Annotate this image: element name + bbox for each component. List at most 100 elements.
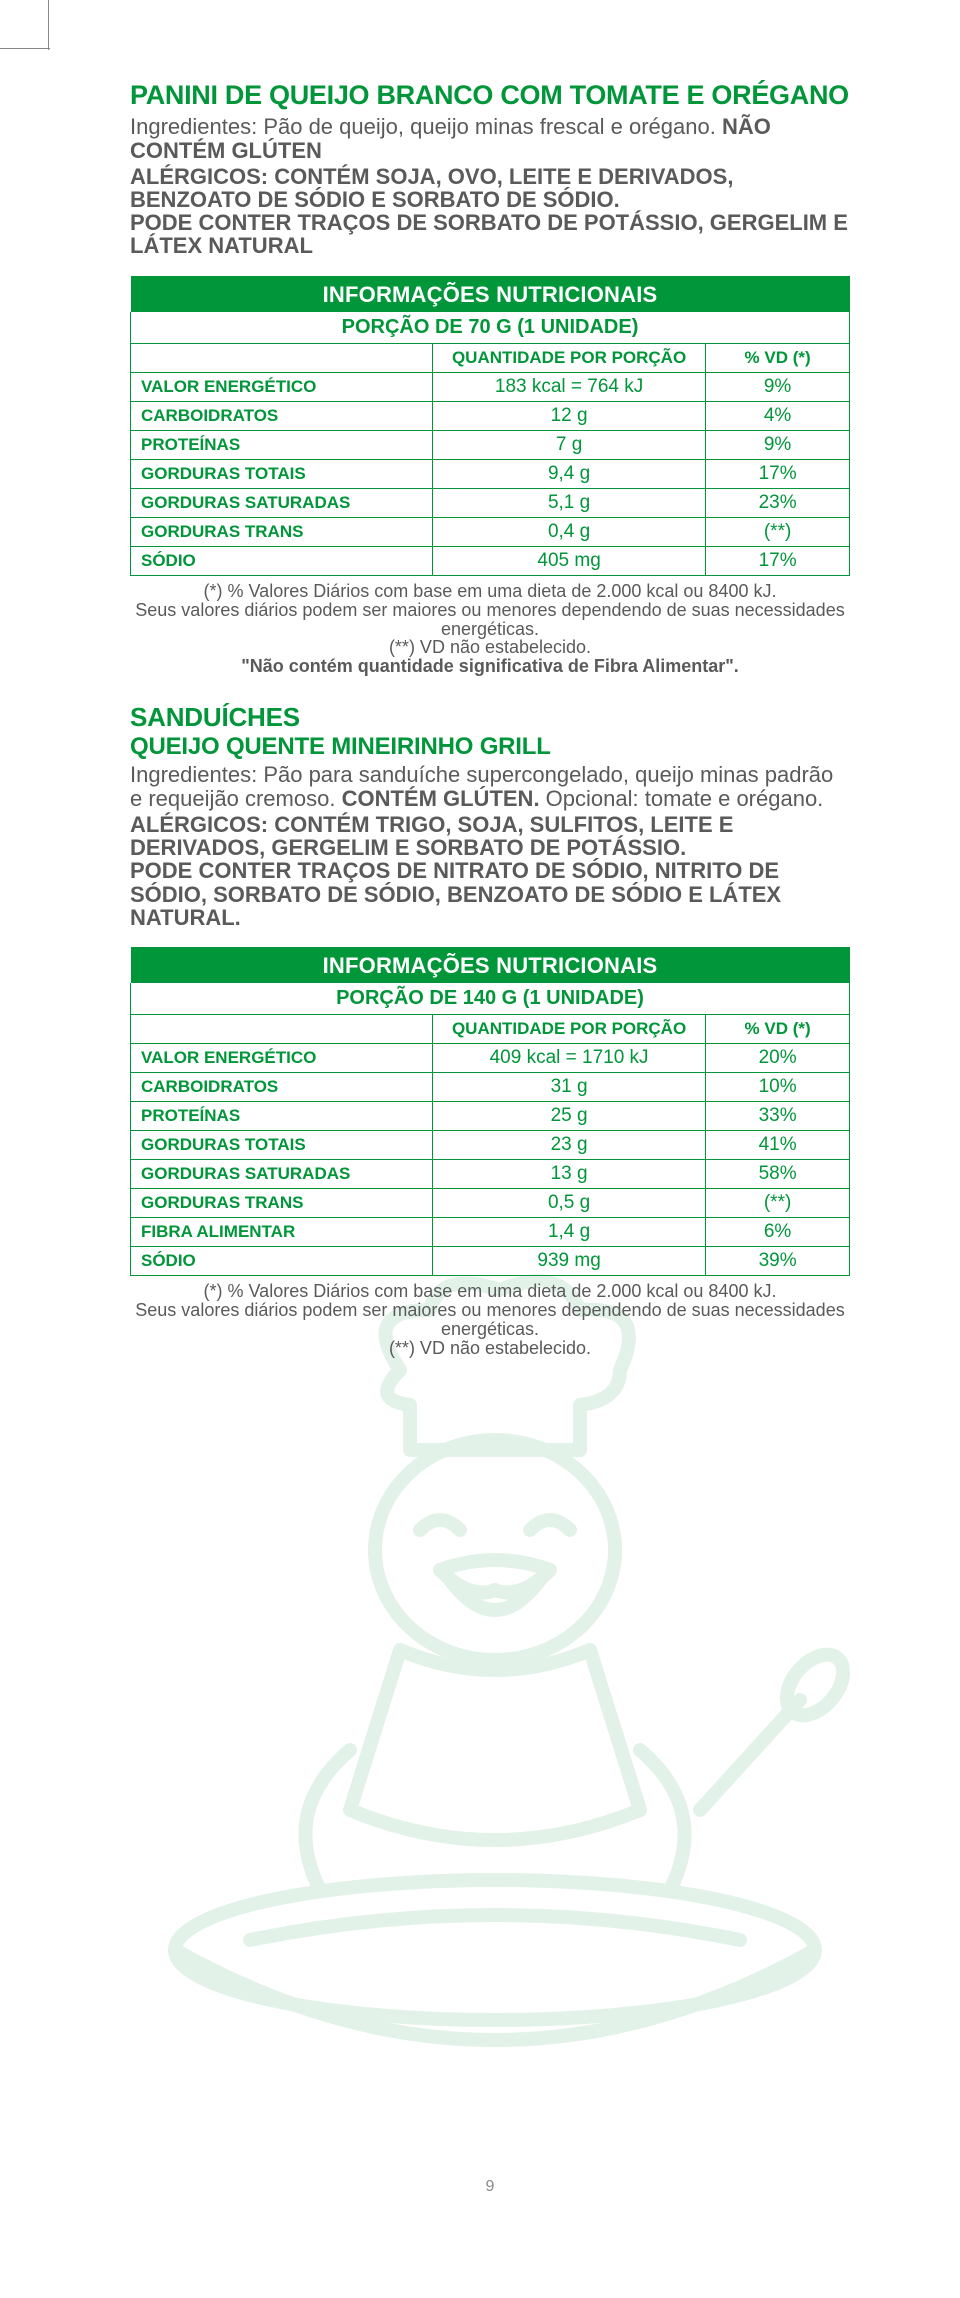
- row-label: GORDURAS TRANS: [131, 517, 433, 546]
- page-number: 9: [130, 2178, 850, 2196]
- product-title: PANINI DE QUEIJO BRANCO COM TOMATE E ORÉ…: [130, 80, 850, 111]
- table-row: GORDURAS TOTAIS9,4 g17%: [131, 459, 850, 488]
- table-header2-2: PORÇÃO DE 140 G (1 UNIDADE): [131, 983, 850, 1015]
- table-header1-2: INFORMAÇÕES NUTRICIONAIS: [131, 947, 850, 983]
- footnote2-l1: (*) % Valores Diários com base em uma di…: [204, 1281, 777, 1301]
- row-vd: (**): [706, 517, 850, 546]
- table-header1: INFORMAÇÕES NUTRICIONAIS: [131, 276, 850, 312]
- row-qty: 13 g: [432, 1160, 705, 1189]
- row-label: CARBOIDRATOS: [131, 401, 433, 430]
- row-qty: 7 g: [432, 430, 705, 459]
- row-label: SÓDIO: [131, 1247, 433, 1276]
- nutrition-table-1: INFORMAÇÕES NUTRICIONAIS PORÇÃO DE 70 G …: [130, 276, 850, 576]
- row-qty: 939 mg: [432, 1247, 705, 1276]
- col-vd: % VD (*): [706, 343, 850, 372]
- row-qty: 23 g: [432, 1131, 705, 1160]
- row-qty: 409 kcal = 1710 kJ: [432, 1044, 705, 1073]
- row-label: PROTEÍNAS: [131, 430, 433, 459]
- row-vd: 33%: [706, 1102, 850, 1131]
- table-body-1: VALOR ENERGÉTICO183 kcal = 764 kJ9%CARBO…: [131, 372, 850, 575]
- row-vd: 4%: [706, 401, 850, 430]
- row-qty: 25 g: [432, 1102, 705, 1131]
- row-vd: 58%: [706, 1160, 850, 1189]
- table-row: GORDURAS TRANS0,5 g(**): [131, 1189, 850, 1218]
- row-vd: 9%: [706, 372, 850, 401]
- nutrition-table-2: INFORMAÇÕES NUTRICIONAIS PORÇÃO DE 140 G…: [130, 947, 850, 1276]
- allergen-warning: ALÉRGICOS: CONTÉM SOJA, OVO, LEITE E DER…: [130, 165, 850, 212]
- row-label: CARBOIDRATOS: [131, 1073, 433, 1102]
- row-vd: 23%: [706, 488, 850, 517]
- category-title: SANDUÍCHES: [130, 702, 850, 733]
- table-row: GORDURAS TOTAIS23 g41%: [131, 1131, 850, 1160]
- product-block-1: PANINI DE QUEIJO BRANCO COM TOMATE E ORÉ…: [130, 80, 850, 676]
- footnote-1: (*) % Valores Diários com base em uma di…: [130, 582, 850, 676]
- table-row: SÓDIO405 mg17%: [131, 546, 850, 575]
- row-qty: 0,4 g: [432, 517, 705, 546]
- may-contain-warning: PODE CONTER TRAÇOS DE SORBATO DE POTÁSSI…: [130, 211, 850, 258]
- product-title-2: QUEIJO QUENTE MINEIRINHO GRILL: [130, 733, 850, 761]
- footnote-2: (*) % Valores Diários com base em uma di…: [130, 1282, 850, 1358]
- footnote-extra: "Não contém quantidade significativa de …: [241, 656, 739, 676]
- optional-text: Opcional: tomate e orégano.: [540, 786, 824, 811]
- row-label: GORDURAS TOTAIS: [131, 459, 433, 488]
- col-blank-2: [131, 1015, 433, 1044]
- row-vd: 10%: [706, 1073, 850, 1102]
- table-row: FIBRA ALIMENTAR1,4 g6%: [131, 1218, 850, 1247]
- row-qty: 405 mg: [432, 546, 705, 575]
- row-vd: 41%: [706, 1131, 850, 1160]
- col-vd-2: % VD (*): [706, 1015, 850, 1044]
- footnote-l3: (**) VD não estabelecido.: [389, 637, 591, 657]
- row-qty: 0,5 g: [432, 1189, 705, 1218]
- row-qty: 5,1 g: [432, 488, 705, 517]
- table-row: SÓDIO939 mg39%: [131, 1247, 850, 1276]
- row-label: GORDURAS TOTAIS: [131, 1131, 433, 1160]
- table-row: GORDURAS SATURADAS5,1 g23%: [131, 488, 850, 517]
- row-qty: 9,4 g: [432, 459, 705, 488]
- row-qty: 31 g: [432, 1073, 705, 1102]
- row-label: FIBRA ALIMENTAR: [131, 1218, 433, 1247]
- footnote2-l2: Seus valores diários podem ser maiores o…: [135, 1300, 844, 1339]
- ingredients-lead-2: Ingredientes:: [130, 762, 263, 787]
- ingredients-line: Ingredientes: Pão de queijo, queijo mina…: [130, 115, 850, 163]
- footnote-l1: (*) % Valores Diários com base em uma di…: [204, 581, 777, 601]
- table-row: GORDURAS SATURADAS13 g58%: [131, 1160, 850, 1189]
- row-label: GORDURAS TRANS: [131, 1189, 433, 1218]
- col-qty: QUANTIDADE POR PORÇÃO: [432, 343, 705, 372]
- footnote2-l3: (**) VD não estabelecido.: [389, 1338, 591, 1358]
- row-vd: 6%: [706, 1218, 850, 1247]
- footnote-l2: Seus valores diários podem ser maiores o…: [135, 600, 844, 639]
- row-vd: 17%: [706, 546, 850, 575]
- row-label: PROTEÍNAS: [131, 1102, 433, 1131]
- row-qty: 12 g: [432, 401, 705, 430]
- row-label: GORDURAS SATURADAS: [131, 488, 433, 517]
- table-row: PROTEÍNAS7 g9%: [131, 430, 850, 459]
- row-vd: 17%: [706, 459, 850, 488]
- table-row: CARBOIDRATOS31 g10%: [131, 1073, 850, 1102]
- ingredients-line-2: Ingredientes: Pão para sanduíche superco…: [130, 763, 850, 811]
- row-label: VALOR ENERGÉTICO: [131, 1044, 433, 1073]
- product-block-2: SANDUÍCHES QUEIJO QUENTE MINEIRINHO GRIL…: [130, 702, 850, 1358]
- row-vd: (**): [706, 1189, 850, 1218]
- row-label: SÓDIO: [131, 546, 433, 575]
- row-label: GORDURAS SATURADAS: [131, 1160, 433, 1189]
- table-row: GORDURAS TRANS0,4 g(**): [131, 517, 850, 546]
- allergen-warning-2: ALÉRGICOS: CONTÉM TRIGO, SOJA, SULFITOS,…: [130, 813, 850, 860]
- ingredients-text: Pão de queijo, queijo minas frescal e or…: [263, 114, 716, 139]
- table-row: CARBOIDRATOS12 g4%: [131, 401, 850, 430]
- row-vd: 20%: [706, 1044, 850, 1073]
- may-contain-warning-2: PODE CONTER TRAÇOS DE NITRATO DE SÓDIO, …: [130, 859, 850, 929]
- gluten-warning-2: CONTÉM GLÚTEN.: [342, 786, 540, 811]
- row-qty: 183 kcal = 764 kJ: [432, 372, 705, 401]
- row-qty: 1,4 g: [432, 1218, 705, 1247]
- table-row: PROTEÍNAS25 g33%: [131, 1102, 850, 1131]
- table-header2: PORÇÃO DE 70 G (1 UNIDADE): [131, 312, 850, 344]
- col-blank: [131, 343, 433, 372]
- ingredients-lead: Ingredientes:: [130, 114, 263, 139]
- row-label: VALOR ENERGÉTICO: [131, 372, 433, 401]
- table-body-2: VALOR ENERGÉTICO409 kcal = 1710 kJ20%CAR…: [131, 1044, 850, 1276]
- row-vd: 39%: [706, 1247, 850, 1276]
- col-qty-2: QUANTIDADE POR PORÇÃO: [432, 1015, 705, 1044]
- table-row: VALOR ENERGÉTICO409 kcal = 1710 kJ20%: [131, 1044, 850, 1073]
- row-vd: 9%: [706, 430, 850, 459]
- table-row: VALOR ENERGÉTICO183 kcal = 764 kJ9%: [131, 372, 850, 401]
